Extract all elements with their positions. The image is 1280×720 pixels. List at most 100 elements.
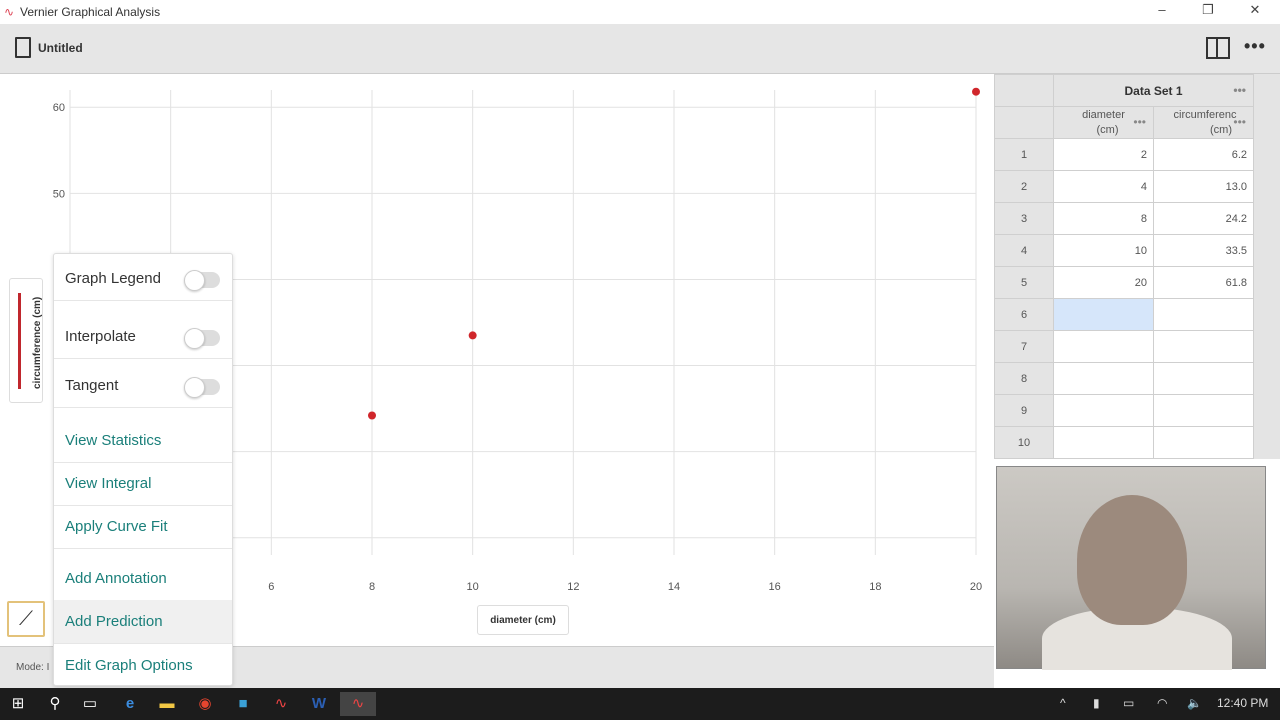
layout-icon[interactable] <box>1206 37 1230 59</box>
menu-item-apply-curve-fit[interactable]: Apply Curve Fit <box>54 505 232 549</box>
row-number: 1 <box>994 138 1054 171</box>
dataset-more-icon[interactable]: ••• <box>1233 83 1246 97</box>
table-cell[interactable]: 61.8 <box>1153 266 1254 299</box>
data-point <box>972 87 980 96</box>
menu-item-tangent[interactable]: Tangent <box>54 364 232 408</box>
table-cell[interactable] <box>1153 426 1254 459</box>
column-header-circumference[interactable]: circumferenc (cm) ••• <box>1153 106 1254 139</box>
tray-chevron-icon[interactable]: ^ <box>1060 696 1066 710</box>
document-title[interactable]: Untitled <box>38 41 83 55</box>
search-icon[interactable]: ⚲ <box>49 695 61 712</box>
table-cell[interactable]: 8 <box>1053 202 1154 235</box>
table-cell[interactable] <box>1153 330 1254 363</box>
title-bar: ∿ Vernier Graphical Analysis – ❐ ✕ <box>0 0 1280 24</box>
graph-tools-icon[interactable]: ⟋ <box>7 601 45 637</box>
webcam-overlay <box>996 466 1266 670</box>
table-cell[interactable] <box>1053 394 1154 427</box>
table-row: 9 <box>994 394 1254 427</box>
y-axis-label: circumference (cm) <box>32 296 43 389</box>
table-row: 6 <box>994 298 1254 331</box>
row-number: 9 <box>994 394 1054 427</box>
app-title: Vernier Graphical Analysis <box>20 5 161 19</box>
tangent-toggle[interactable] <box>184 377 220 398</box>
edge-icon[interactable]: e <box>125 695 135 712</box>
table-cell[interactable]: 13.0 <box>1153 170 1254 203</box>
menu-item-view-integral[interactable]: View Integral <box>54 462 232 506</box>
table-cell[interactable]: 10 <box>1053 234 1154 267</box>
menu-item-add-annotation[interactable]: Add Annotation <box>54 557 232 601</box>
restore-button[interactable]: ❐ <box>1202 2 1214 17</box>
more-options-icon[interactable]: ••• <box>1244 36 1266 56</box>
y-tick-label: 60 <box>53 102 65 114</box>
corner-cell <box>994 106 1054 139</box>
interpolate-toggle[interactable] <box>184 328 220 349</box>
column-header-diameter[interactable]: diameter (cm) ••• <box>1053 106 1154 139</box>
table-cell[interactable]: 24.2 <box>1153 202 1254 235</box>
x-tick-label: 16 <box>769 581 781 593</box>
data-table: Data Set 1 ••• diameter (cm) ••• circumfere… <box>994 74 1280 459</box>
x-tick-label: 14 <box>668 581 680 593</box>
clock[interactable]: 12:40 PM <box>1217 696 1269 710</box>
table-cell[interactable]: 4 <box>1053 170 1154 203</box>
y-tick-label: 50 <box>53 188 65 200</box>
table-row: 2 4 13.0 <box>994 170 1254 203</box>
table-cell[interactable] <box>1153 298 1254 331</box>
task-view-icon[interactable]: ▭ <box>82 695 98 712</box>
column-more-icon[interactable]: ••• <box>1233 115 1246 129</box>
data-point <box>468 331 477 340</box>
chrome-icon[interactable]: ◉ <box>198 695 212 712</box>
y-axis-label-button[interactable]: circumference (cm) <box>9 278 43 403</box>
word-icon[interactable]: W <box>311 695 327 712</box>
table-cell[interactable] <box>1053 330 1154 363</box>
x-tick-label: 20 <box>970 581 982 593</box>
table-cell[interactable]: 2 <box>1053 138 1154 171</box>
row-number: 2 <box>994 170 1054 203</box>
app-icon[interactable]: ■ <box>238 695 248 712</box>
table-cell[interactable] <box>1153 394 1254 427</box>
x-tick-label: 8 <box>369 581 375 593</box>
table-row: 10 <box>994 426 1254 459</box>
graphical-analysis-active-icon[interactable]: ∿ <box>340 692 376 716</box>
table-cell[interactable] <box>1053 426 1154 459</box>
table-row: 3 8 24.2 <box>994 202 1254 235</box>
menu-item-view-statistics[interactable]: View Statistics <box>54 419 232 463</box>
usb-icon[interactable]: ▮ <box>1093 696 1100 710</box>
wifi-icon[interactable]: ◠ <box>1157 696 1168 710</box>
minimize-button[interactable]: – <box>1158 2 1166 17</box>
table-cell[interactable]: 33.5 <box>1153 234 1254 267</box>
graph-legend-toggle[interactable] <box>184 270 220 291</box>
close-button[interactable]: ✕ <box>1249 2 1261 17</box>
table-cell[interactable] <box>1153 362 1254 395</box>
column-unit: (cm) <box>1210 123 1232 136</box>
data-point <box>368 411 376 420</box>
row-number: 7 <box>994 330 1054 363</box>
row-number: 6 <box>994 298 1054 331</box>
column-more-icon[interactable]: ••• <box>1133 115 1146 129</box>
scatter-chart[interactable]: 6 8 10 12 14 16 18 20 60 50 <box>0 75 994 645</box>
table-cell[interactable]: 6.2 <box>1153 138 1254 171</box>
menu-item-interpolate[interactable]: Interpolate <box>54 315 232 359</box>
row-number: 8 <box>994 362 1054 395</box>
tangent-label: Tangent <box>65 377 119 394</box>
start-icon[interactable]: ⊞ <box>11 695 25 712</box>
x-axis-label-button[interactable]: diameter (cm) <box>477 605 569 635</box>
menu-item-add-prediction[interactable]: Add Prediction <box>54 600 232 644</box>
x-tick-label: 6 <box>268 581 274 593</box>
table-cell[interactable] <box>1053 298 1154 331</box>
battery-icon[interactable]: ▭ <box>1123 696 1135 710</box>
table-cell[interactable] <box>1053 362 1154 395</box>
series-color-bar <box>18 293 21 389</box>
document-icon[interactable] <box>15 37 31 58</box>
menu-item-edit-graph-options[interactable]: Edit Graph Options <box>65 656 193 674</box>
x-tick-label: 10 <box>467 581 479 593</box>
table-row: 1 2 6.2 <box>994 138 1254 171</box>
table-cell[interactable]: 20 <box>1053 266 1154 299</box>
volume-icon[interactable]: 🔈 <box>1187 696 1202 710</box>
dataset-name: Data Set 1 <box>1124 83 1183 98</box>
menu-item-graph-legend[interactable]: Graph Legend <box>54 257 232 301</box>
dataset-header[interactable]: Data Set 1 ••• <box>1053 74 1254 107</box>
graphical-analysis-icon[interactable]: ∿ <box>274 695 288 712</box>
graph-tools-menu: Graph Legend Interpolate Tangent View St… <box>53 253 233 686</box>
column-unit: (cm) <box>1096 123 1119 136</box>
file-explorer-icon[interactable]: ▬ <box>159 695 175 712</box>
